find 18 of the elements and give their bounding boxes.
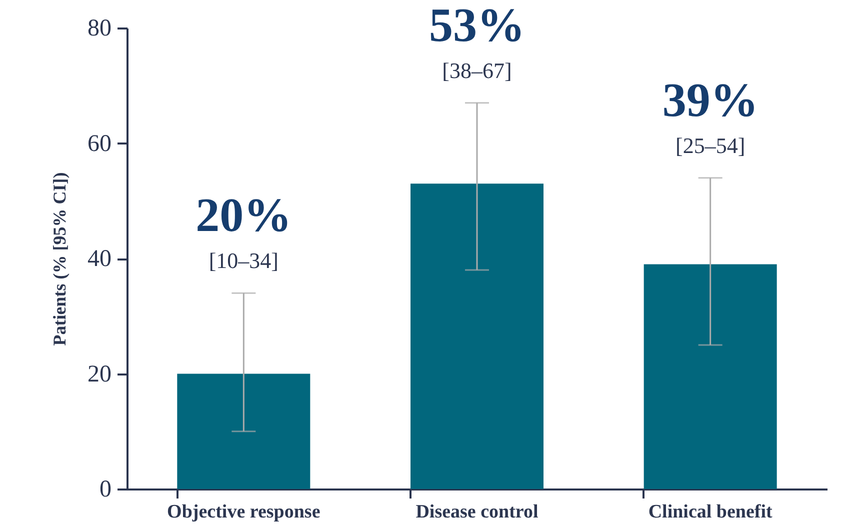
y-tick-label: 20 bbox=[88, 361, 112, 388]
y-tick-label: 60 bbox=[88, 130, 112, 157]
bar bbox=[644, 264, 777, 489]
y-axis-title: Patients (% [95% CI]) bbox=[50, 172, 70, 346]
data-label: 53% bbox=[429, 0, 525, 52]
x-tick-label: Objective response bbox=[167, 502, 320, 522]
x-tick-label: Disease control bbox=[416, 502, 538, 522]
annotation: [10–34] bbox=[208, 248, 278, 274]
x-tick-label: Clinical benefit bbox=[648, 502, 774, 522]
bar bbox=[177, 374, 310, 489]
y-tick-label: 40 bbox=[88, 246, 112, 272]
bar bbox=[410, 184, 544, 489]
data-label: 39% bbox=[662, 74, 758, 127]
annotation: [25–54] bbox=[676, 132, 746, 158]
y-tick-label: 0 bbox=[100, 476, 112, 502]
annotation: [38–67] bbox=[442, 58, 512, 83]
y-tick-label: 80 bbox=[88, 16, 112, 42]
data-label: 20% bbox=[196, 189, 292, 242]
